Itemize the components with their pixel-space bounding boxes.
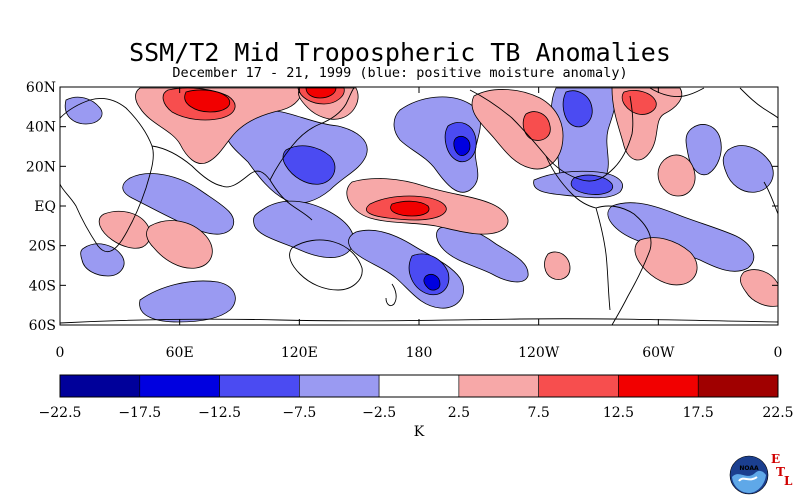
longitude-labels: 0 60E 120E 180 120W 60W 0	[56, 345, 783, 361]
lat-label: EQ	[34, 199, 56, 215]
colorbar-frame	[59, 374, 779, 398]
lon-label: 180	[406, 345, 433, 361]
colorbar-bin	[697, 374, 779, 398]
map-ticks	[59, 86, 779, 326]
anomaly-strong-red-tropics	[390, 200, 430, 217]
anomaly-mid-red-north-atlantic	[621, 90, 657, 115]
anomaly-red-africa	[98, 210, 151, 249]
coastline-greenland	[649, 87, 705, 97]
coastline-new-zealand	[385, 283, 397, 307]
colorbar-bin	[538, 374, 619, 398]
anomaly-red-pacific-south	[544, 251, 571, 280]
coastline-arabia-india	[151, 145, 271, 188]
colorbar-tick-label: −7.5	[282, 405, 316, 421]
lon-label: 120W	[518, 345, 560, 361]
colorbar-tick-label: 17.5	[683, 405, 714, 421]
colorbar-bins	[59, 374, 779, 398]
lat-label: 40N	[26, 120, 56, 136]
etl-lettering: E T L	[768, 453, 792, 488]
lat-label: 40S	[29, 278, 56, 294]
colorbar-bin	[139, 374, 220, 398]
coastline-south-america-west	[595, 207, 611, 311]
anomaly-blue-pacific-north	[393, 96, 481, 193]
coastline-antarctica	[60, 318, 778, 324]
anomaly-red-indian-ocean-south	[146, 220, 213, 269]
anomaly-red-mid-atlantic	[657, 154, 696, 197]
colorbar-tick-label: 2.5	[448, 405, 470, 421]
colorbar-tick-label: 22.5	[762, 405, 793, 421]
noaa-logo: NOAA	[729, 455, 769, 495]
anomaly-strong-red-europe	[184, 89, 231, 113]
anomaly-blue-south-atlantic	[607, 202, 755, 272]
anomaly-red-atlantic-east	[740, 269, 778, 307]
colorbar-bin	[219, 374, 300, 398]
anomaly-mid-blue-china	[282, 145, 336, 185]
coastline-central-america	[545, 155, 597, 209]
colorbar-bin	[299, 374, 380, 398]
lon-label: 0	[56, 345, 65, 361]
anomaly-blue-africa-south	[80, 243, 125, 277]
anomaly-blue-far-east-atlantic	[722, 145, 774, 193]
lat-label: 60S	[29, 318, 56, 334]
noaa-logo-lettering: NOAA	[739, 465, 759, 472]
lat-label: 20N	[26, 159, 56, 175]
colorbar-bin	[618, 374, 699, 398]
map-title: SSM/T2 Mid Tropospheric TB Anomalies	[129, 38, 671, 67]
colorbar-tick-label: −17.5	[118, 405, 161, 421]
anomaly-blue-southern-ocean	[139, 280, 236, 323]
etl-letter-l: L	[784, 474, 793, 488]
coastline-southeast-asia	[269, 179, 313, 221]
coastline-south-america	[595, 205, 652, 325]
colorbar-bin	[59, 374, 141, 398]
etl-letter-t: T	[776, 465, 785, 479]
anomaly-blue-maritime-continent	[253, 200, 355, 258]
colorbar-tick-label: −12.5	[198, 405, 241, 421]
map-panel: 60N 40N 20N EQ 20S 40S 60S 0 60E 120E 180 120W 60W 0	[26, 80, 783, 361]
anomaly-dark-blue-pacific	[453, 136, 471, 156]
lon-label: 60E	[166, 345, 194, 361]
coastline-europe-west	[739, 87, 778, 119]
anomaly-blue-indian-ocean	[122, 173, 235, 235]
anomaly-blue-south-pacific-east	[436, 225, 529, 283]
colorbar-labels: −22.5 −17.5 −12.5 −7.5 −2.5 2.5 7.5 12.5 17.5 22.…	[39, 405, 794, 421]
anomaly-mid-red-north-america	[522, 111, 551, 141]
anomaly-fields	[64, 87, 778, 323]
map-subtitle: December 17 - 21, 1999 (blue: positive m…	[172, 65, 628, 81]
etl-letter-e: E	[771, 452, 781, 466]
colorbar-unit: K	[414, 424, 425, 440]
colorbar-tick-label: 7.5	[528, 405, 550, 421]
anomaly-dark-blue-south-pacific	[423, 274, 441, 291]
coastline-europe-africa	[60, 97, 154, 253]
lon-label: 60W	[642, 345, 675, 361]
colorbar-tick-label: −22.5	[39, 405, 82, 421]
colorbar-bin	[458, 374, 539, 398]
latitude-labels: 60N 40N 20N EQ 20S 40S 60S	[26, 80, 56, 334]
lon-label: 0	[774, 345, 783, 361]
coastline-australia	[289, 239, 363, 291]
coastline-north-america	[469, 89, 634, 182]
colorbar: −22.5 −17.5 −12.5 −7.5 −2.5 2.5 7.5 12.5 17.5 22.…	[39, 374, 794, 440]
colorbar-tick-label: −2.5	[362, 405, 396, 421]
lon-label: 120E	[281, 345, 318, 361]
coastline-africa-east-edge	[763, 181, 778, 215]
lat-label: 60N	[26, 80, 56, 96]
coastline-east-asia	[269, 87, 355, 181]
coastlines	[60, 87, 778, 325]
anomaly-mid-blue-atlantic	[562, 90, 593, 128]
lat-label: 20S	[29, 239, 56, 255]
anomaly-blue-west-pacific	[64, 96, 103, 125]
colorbar-tick-label: 12.5	[603, 405, 634, 421]
anomaly-blue-north-atlantic-east	[685, 124, 722, 176]
colorbar-bin	[378, 374, 460, 398]
anomaly-strong-red-pacific	[305, 87, 337, 99]
